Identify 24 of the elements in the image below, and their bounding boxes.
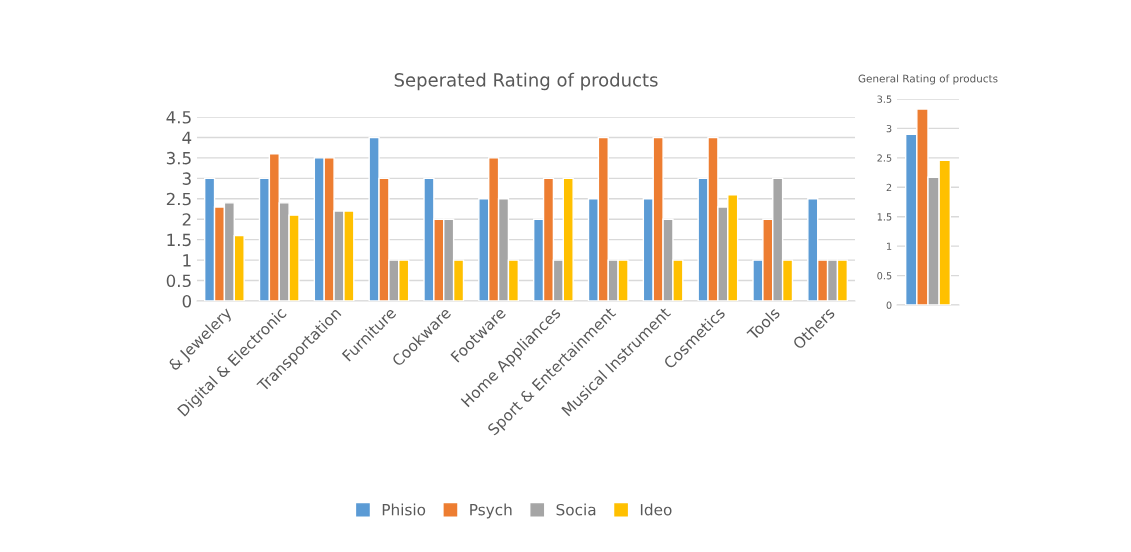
y-tick-label: 0 [182,294,192,308]
y-tick-label: 1.5 [877,213,892,221]
y-tick-label: 2 [182,213,191,226]
y-tick-label: 3.5 [877,95,892,103]
y-tick-label: 3 [182,172,191,185]
y-tick-label: 0.5 [877,272,892,280]
y-tick-label: 2.5 [877,154,892,162]
y-tick-label: 0 [886,301,892,309]
y-tick-label: 4 [182,131,192,144]
legend-label: Socia [556,503,596,516]
y-tick-label: 0.5 [166,274,191,288]
legend-label: Ideo [640,503,672,516]
y-tick-label: 2.5 [166,192,191,206]
y-tick-label: 2 [886,183,892,191]
y-tick-label: 1 [183,254,191,267]
y-tick-label: 3 [886,124,892,133]
y-tick-label: 3.5 [166,151,191,165]
chart-title: Seperated Rating of products [394,72,658,91]
y-tick-label: 1.5 [167,233,191,247]
y-tick-label: 4.5 [166,111,191,124]
legend-label: Psych [470,503,512,519]
y-tick-label: 1 [887,242,892,250]
chart-title: General Rating of products [858,74,998,85]
legend-label: Phisio [382,503,426,516]
